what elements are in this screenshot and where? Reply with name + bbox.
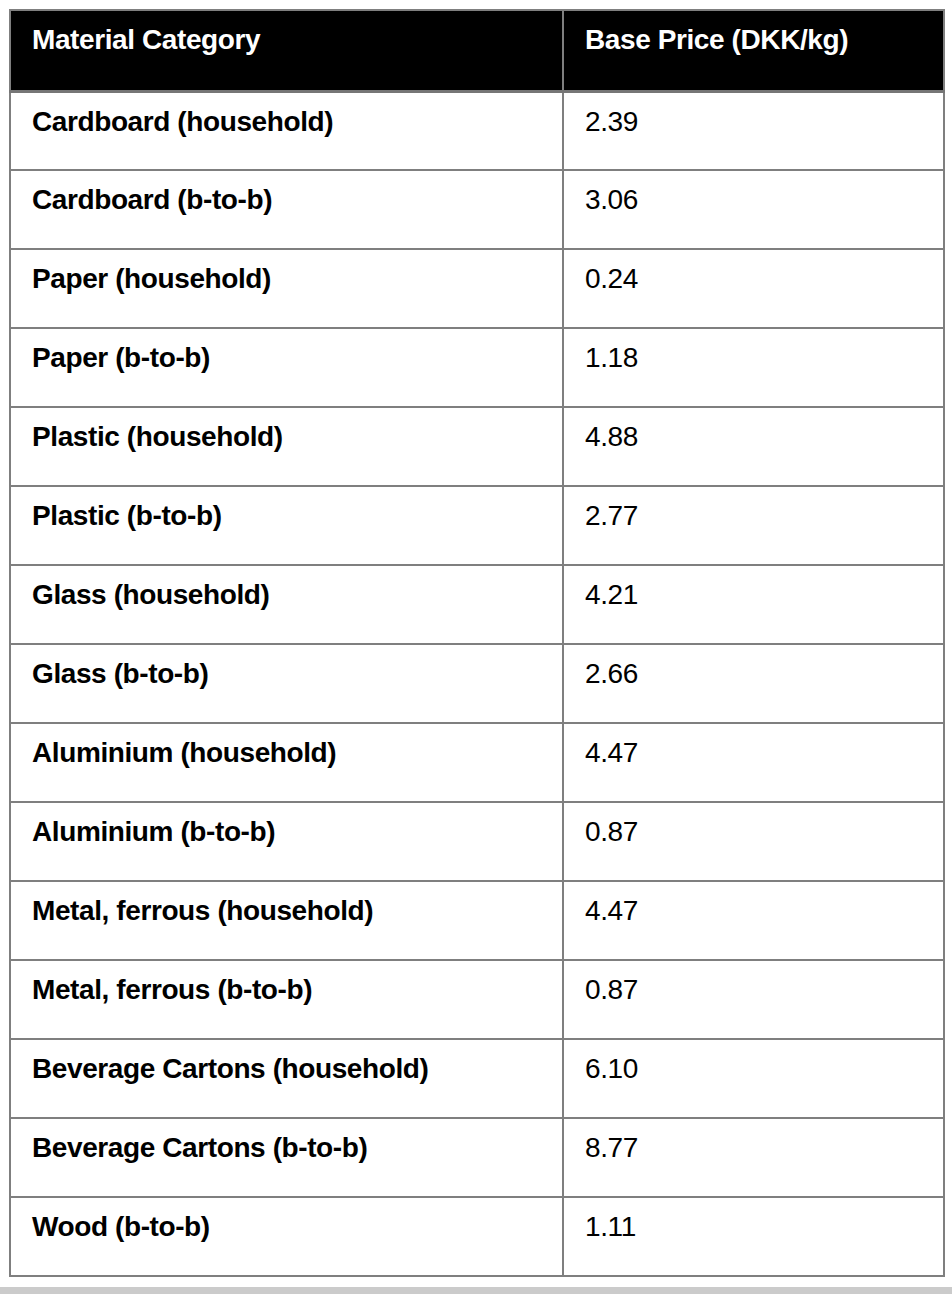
material-category-cell: Plastic (household): [10, 407, 563, 486]
table-row: Beverage Cartons (b-to-b) 8.77: [10, 1118, 944, 1197]
base-price-cell: 0.87: [563, 960, 944, 1039]
table-row: Cardboard (household) 2.39: [10, 91, 944, 170]
base-price-cell: 0.87: [563, 802, 944, 881]
material-category-cell: Wood (b-to-b): [10, 1197, 563, 1276]
base-price-cell: 4.88: [563, 407, 944, 486]
page-edge-strip: [0, 1287, 952, 1294]
table-row: Beverage Cartons (household) 6.10: [10, 1039, 944, 1118]
base-price-cell: 3.06: [563, 170, 944, 249]
material-category-cell: Plastic (b-to-b): [10, 486, 563, 565]
table-row: Paper (b-to-b) 1.18: [10, 328, 944, 407]
table-row: Paper (household) 0.24: [10, 249, 944, 328]
table-row: Wood (b-to-b) 1.11: [10, 1197, 944, 1276]
table-row: Aluminium (b-to-b) 0.87: [10, 802, 944, 881]
column-header-base-price: Base Price (DKK/kg): [563, 10, 944, 91]
material-category-cell: Cardboard (household): [10, 91, 563, 170]
material-category-cell: Aluminium (b-to-b): [10, 802, 563, 881]
column-header-material-category: Material Category: [10, 10, 563, 91]
material-category-cell: Metal, ferrous (household): [10, 881, 563, 960]
table-row: Aluminium (household) 4.47: [10, 723, 944, 802]
material-category-cell: Beverage Cartons (household): [10, 1039, 563, 1118]
table-body: Cardboard (household) 2.39 Cardboard (b-…: [10, 91, 944, 1276]
table-header-row: Material Category Base Price (DKK/kg): [10, 10, 944, 91]
table-row: Plastic (household) 4.88: [10, 407, 944, 486]
material-category-cell: Glass (b-to-b): [10, 644, 563, 723]
base-price-cell: 8.77: [563, 1118, 944, 1197]
base-price-cell: 4.47: [563, 881, 944, 960]
table-row: Cardboard (b-to-b) 3.06: [10, 170, 944, 249]
document-page: Material Category Base Price (DKK/kg) Ca…: [0, 0, 952, 1294]
base-price-cell: 0.24: [563, 249, 944, 328]
base-price-cell: 2.77: [563, 486, 944, 565]
table-row: Glass (household) 4.21: [10, 565, 944, 644]
base-price-cell: 1.11: [563, 1197, 944, 1276]
base-price-cell: 4.47: [563, 723, 944, 802]
material-category-cell: Paper (household): [10, 249, 563, 328]
material-price-table: Material Category Base Price (DKK/kg) Ca…: [9, 9, 945, 1277]
material-category-cell: Paper (b-to-b): [10, 328, 563, 407]
base-price-cell: 6.10: [563, 1039, 944, 1118]
base-price-cell: 2.39: [563, 91, 944, 170]
material-category-cell: Aluminium (household): [10, 723, 563, 802]
material-category-cell: Cardboard (b-to-b): [10, 170, 563, 249]
base-price-cell: 4.21: [563, 565, 944, 644]
table-row: Plastic (b-to-b) 2.77: [10, 486, 944, 565]
table-row: Metal, ferrous (household) 4.47: [10, 881, 944, 960]
material-category-cell: Beverage Cartons (b-to-b): [10, 1118, 563, 1197]
table-row: Glass (b-to-b) 2.66: [10, 644, 944, 723]
base-price-cell: 2.66: [563, 644, 944, 723]
table-row: Metal, ferrous (b-to-b) 0.87: [10, 960, 944, 1039]
material-category-cell: Glass (household): [10, 565, 563, 644]
base-price-cell: 1.18: [563, 328, 944, 407]
material-category-cell: Metal, ferrous (b-to-b): [10, 960, 563, 1039]
